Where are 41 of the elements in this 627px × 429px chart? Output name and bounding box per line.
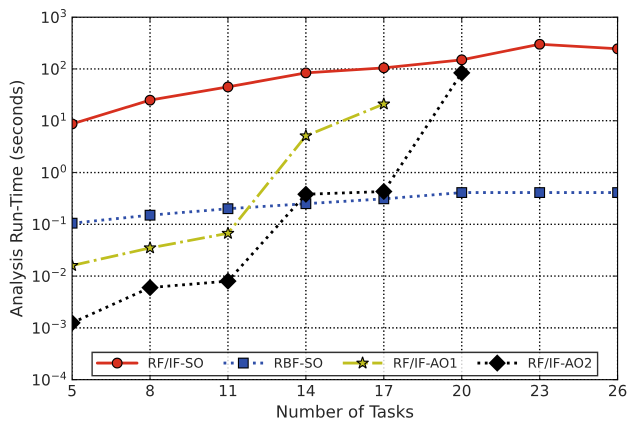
y-axis-title: Analysis Run-Time (seconds)	[10, 81, 26, 318]
point	[534, 187, 546, 198]
point	[377, 97, 390, 110]
legend-label: RF/IF-AO2	[528, 358, 591, 369]
point	[142, 279, 158, 296]
x-tick-label: 14	[298, 384, 315, 396]
point	[222, 81, 234, 92]
y-tick-label: 10$^{−3}$	[33, 320, 66, 334]
y-tick-label: 10$^{1}$	[42, 112, 66, 127]
x-axis-title: Number of Tasks	[277, 404, 414, 418]
point	[534, 38, 546, 50]
point	[221, 226, 234, 239]
x-tick-label: 17	[376, 384, 392, 396]
y-tick-label: 10$^{−1}$	[33, 216, 66, 230]
legend-label: RF/IF-AO1	[394, 358, 456, 369]
point	[378, 62, 390, 74]
point	[453, 64, 470, 82]
point	[144, 94, 156, 106]
x-tick-label: 5	[68, 384, 76, 396]
legend-label: RBF-SO	[274, 358, 322, 368]
point	[144, 241, 157, 254]
point	[297, 186, 314, 203]
y-tick-label: 10$^{3}$	[42, 9, 66, 24]
x-tick-label: 26	[608, 384, 626, 396]
legend-label: RF/IF-SO	[148, 358, 203, 369]
point	[456, 187, 468, 198]
point	[222, 203, 234, 214]
point	[220, 272, 236, 290]
x-tick-label: 11	[220, 384, 236, 396]
point	[144, 210, 156, 221]
y-tick-label: 10$^{−2}$	[33, 268, 66, 282]
point	[456, 54, 468, 66]
x-tick-label: 20	[453, 384, 470, 396]
x-tick-label: 8	[146, 384, 154, 396]
point	[375, 183, 392, 200]
y-tick-label: 10$^{2}$	[42, 60, 66, 75]
point	[300, 67, 312, 78]
y-tick-label: 10$^{0}$	[42, 164, 66, 178]
y-tick-label: 10$^{−4}$	[33, 372, 66, 386]
x-tick-label: 23	[531, 384, 548, 396]
point	[299, 129, 312, 142]
